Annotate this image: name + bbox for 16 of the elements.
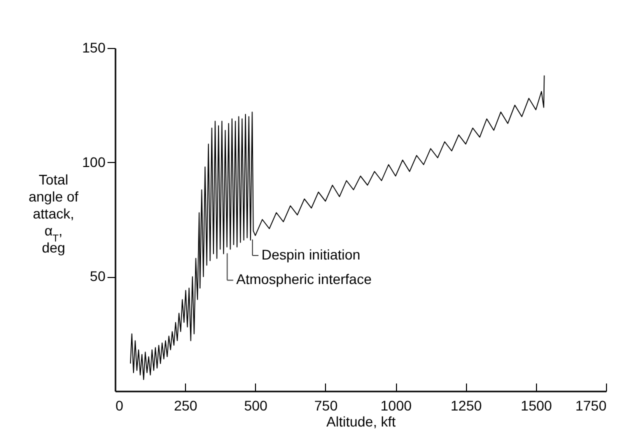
x-tick-label: 1000 (380, 398, 412, 414)
x-tick-label: 1250 (450, 398, 482, 414)
annotation: Atmospheric interface (236, 271, 372, 288)
x-tick-label: 1500 (520, 398, 552, 414)
line-series (130, 74, 545, 380)
x-tick-label: 750 (314, 398, 338, 414)
annotation: Despin initiation (261, 246, 360, 263)
y-tick-label: 50 (90, 268, 106, 284)
x-tick-label: 0 (116, 398, 124, 414)
x-tick-label: 500 (244, 398, 268, 414)
y-axis-title: Total angle of attack, α$_{T}$, deg (28, 172, 79, 256)
x-tick-label: 250 (174, 398, 198, 414)
x-axis-title: Altitude, kft (326, 414, 396, 430)
y-tick-label: 150 (82, 40, 106, 56)
x-tick-label: 1750 (575, 398, 607, 414)
y-tick-label: 100 (82, 154, 106, 170)
